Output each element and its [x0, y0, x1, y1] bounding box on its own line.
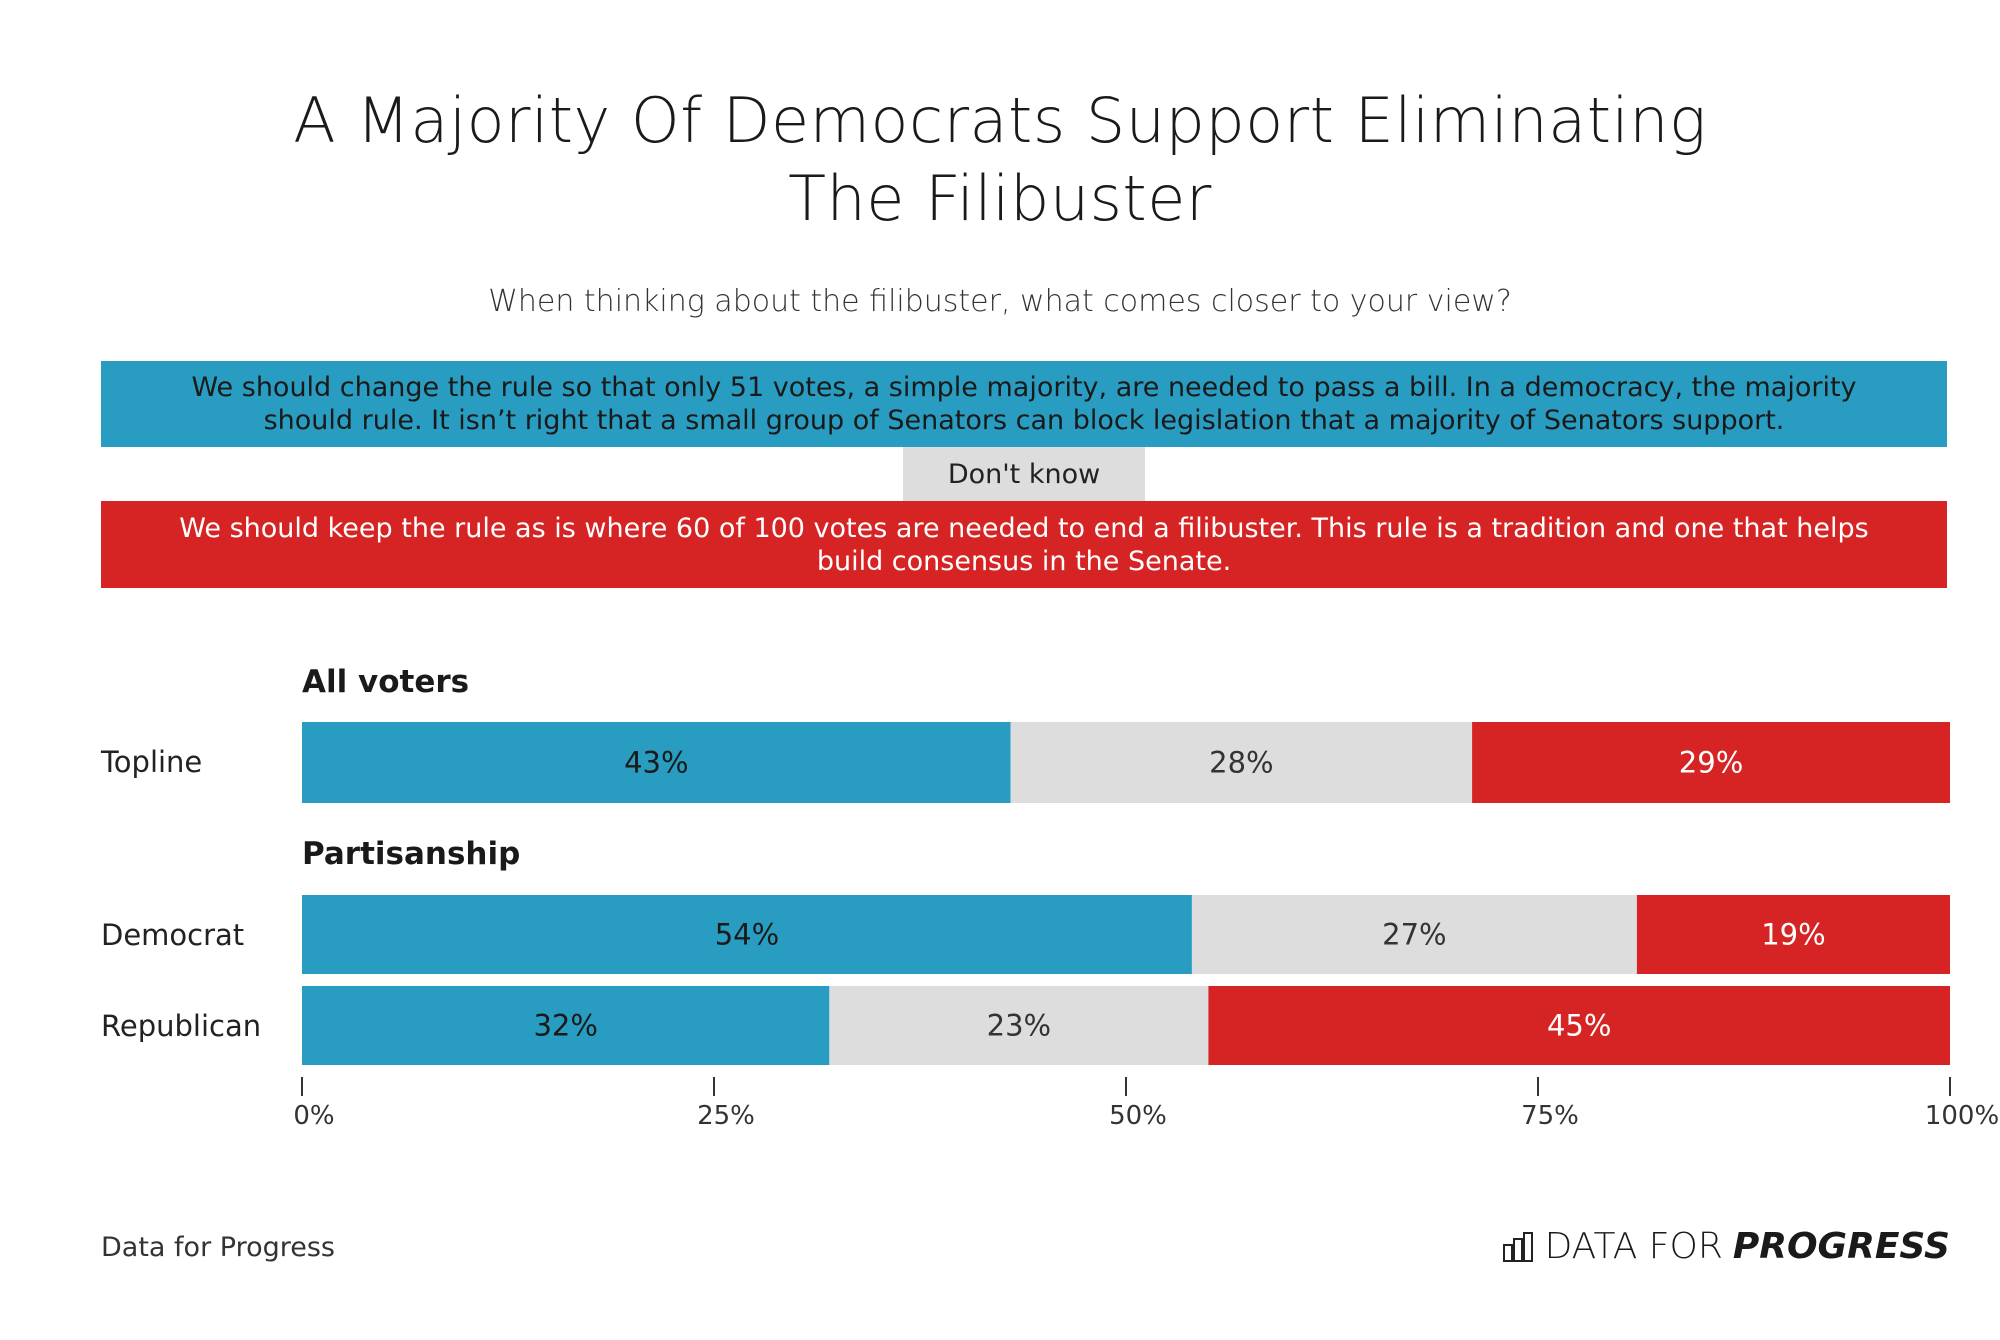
row-label: Republican [101, 1009, 262, 1043]
bar-segment [302, 895, 1192, 974]
x-tick-label: 75% [1521, 1101, 1579, 1131]
bar-segment [1010, 722, 1473, 803]
data-label: 43% [624, 746, 688, 780]
legend-oppose: We should keep the rule as is where 60 o… [101, 501, 1947, 588]
row-label: Topline [101, 745, 203, 779]
data-label: 28% [1209, 746, 1273, 780]
bar-segment [1191, 895, 1637, 974]
data-label: 27% [1382, 918, 1446, 952]
chart-title: A Majority Of Democrats Support Eliminat… [0, 82, 2000, 238]
group-heading: All voters [302, 664, 470, 700]
x-tick-label: 100% [1925, 1101, 1999, 1131]
bar-segment [829, 986, 1209, 1065]
logo-text-light: DATA FOR [1544, 1226, 1723, 1267]
source-note: Data for Progress [101, 1232, 335, 1263]
data-label: 19% [1761, 918, 1825, 952]
data-label: 23% [987, 1009, 1051, 1043]
title-text: A Majority Of Democrats Support Eliminat… [293, 84, 1707, 235]
legend-support: We should change the rule so that only 5… [101, 361, 1947, 447]
legend-dont-know: Don't know [903, 447, 1145, 501]
bar-segment [1472, 722, 1950, 803]
x-tick-label: 0% [293, 1101, 334, 1131]
row-label: Democrat [101, 918, 245, 952]
data-label: 54% [715, 918, 779, 952]
bar-segment [302, 986, 830, 1065]
bar-segment [302, 722, 1011, 803]
chart-subtitle: When thinking about the filibuster, what… [488, 284, 1512, 319]
logo: DATA FOR PROGRESS [1502, 1226, 1950, 1267]
data-label: 29% [1679, 746, 1743, 780]
group-heading: Partisanship [302, 836, 521, 872]
data-label: 45% [1547, 1009, 1611, 1043]
x-tick-label: 25% [697, 1101, 755, 1131]
x-tick-label: 50% [1109, 1101, 1167, 1131]
bar-segment [1208, 986, 1950, 1065]
data-label: 32% [533, 1009, 597, 1043]
bar-segment [1636, 895, 1950, 974]
logo-text-bold: PROGRESS [1732, 1226, 1950, 1267]
bar-chart-icon [1502, 1231, 1533, 1262]
